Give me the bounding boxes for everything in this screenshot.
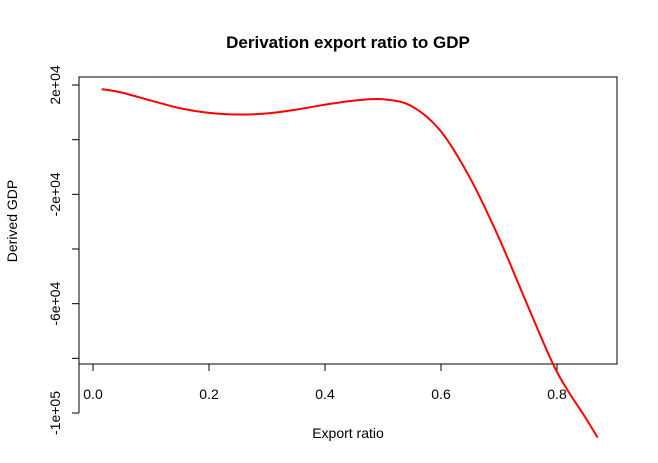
y-axis: 2e+04 -2e+04 -6e+04 -1e+05 (47, 65, 80, 435)
series-line (101, 88, 599, 439)
x-tick-label: 0.0 (83, 386, 103, 402)
y-tick-label: -1e+05 (47, 391, 63, 435)
y-tick-label: -2e+04 (47, 172, 63, 216)
chart-title: Derivation export ratio to GDP (226, 33, 470, 52)
y-tick-label: -6e+04 (47, 281, 63, 325)
x-tick-label: 0.6 (431, 386, 451, 402)
x-axis: 0.0 0.2 0.4 0.6 0.8 (83, 363, 567, 402)
x-tick-label: 0.2 (199, 386, 219, 402)
y-tick-label: 2e+04 (47, 65, 63, 105)
x-tick-label: 0.4 (315, 386, 335, 402)
series-layer (101, 88, 599, 439)
y-axis-label: Derived GDP (4, 180, 20, 262)
x-tick-label: 0.8 (547, 386, 567, 402)
x-axis-label: Export ratio (312, 425, 384, 441)
